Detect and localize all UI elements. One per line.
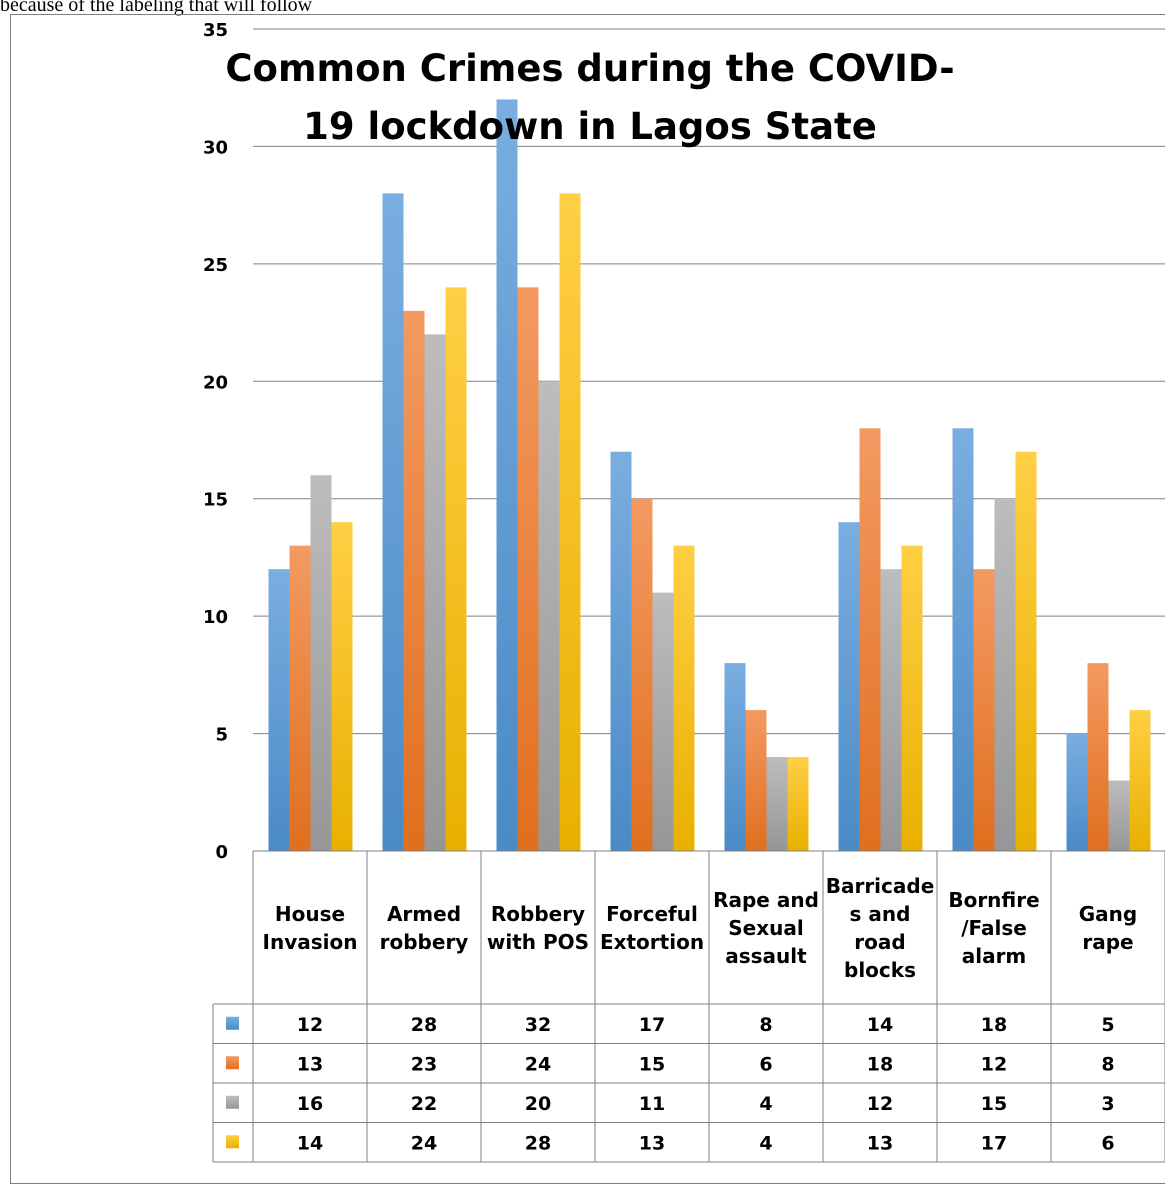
bar: [724, 663, 746, 851]
bar: [901, 545, 923, 851]
data-label: 14: [867, 1014, 893, 1036]
data-label: 32: [525, 1014, 551, 1036]
bar: [1066, 733, 1088, 851]
data-label: 13: [639, 1132, 665, 1154]
data-label: 12: [981, 1053, 1007, 1075]
x-tick-label: Armed robbery: [379, 901, 469, 954]
chart-title: Common Crimes during the COVID-19 lockdo…: [225, 47, 955, 148]
bar: [973, 569, 995, 851]
data-label: 24: [525, 1053, 551, 1075]
data-label: 28: [411, 1014, 437, 1036]
data-label: 13: [867, 1132, 893, 1154]
bar: [496, 99, 518, 851]
data-label: 13: [297, 1053, 323, 1075]
bar: [331, 522, 353, 851]
bar: [859, 428, 881, 851]
legend-key: [226, 1135, 239, 1149]
data-label: 18: [981, 1014, 1007, 1036]
data-label: 22: [411, 1093, 437, 1115]
legend-key: [226, 1016, 239, 1030]
data-label: 5: [1101, 1014, 1114, 1036]
x-tick-label: Robbery with POS: [486, 901, 590, 954]
y-tick-label: 5: [215, 725, 228, 746]
x-tick-label: Barricade s and road blocks: [825, 873, 935, 982]
data-table: 12 28 32 17 8 14 18 5 13 23 24 15 6 18 12 8 16 22 20 11 4 12 1…: [212, 850, 1165, 1163]
bar: [880, 569, 902, 851]
data-label: 18: [867, 1053, 893, 1075]
data-label: 24: [411, 1132, 437, 1154]
legend-key: [226, 1056, 239, 1070]
bar: [610, 451, 632, 851]
bar: [445, 287, 467, 851]
bar: [403, 310, 425, 851]
bar: [310, 475, 332, 851]
y-tick-label: 15: [203, 490, 228, 511]
data-label: 15: [981, 1093, 1007, 1115]
x-tick-label: House Invasion: [262, 901, 358, 954]
data-label: 8: [1101, 1053, 1114, 1075]
bar: [424, 334, 446, 851]
y-axis-ticks: 0 5 10 15 20 25 30 35: [203, 20, 228, 863]
data-label: 28: [525, 1132, 551, 1154]
data-label: 4: [759, 1093, 772, 1115]
x-tick-label: Bornfire/False alarm: [948, 887, 1040, 968]
data-label: 16: [297, 1093, 323, 1115]
y-tick-label: 25: [203, 255, 228, 276]
bar: [994, 498, 1016, 851]
bars: [268, 99, 1151, 851]
x-tick-label: Forceful Extortion: [599, 901, 705, 954]
data-label: 20: [525, 1093, 551, 1115]
y-tick-label: 10: [203, 607, 228, 628]
data-label: 6: [759, 1053, 772, 1075]
data-label: 3: [1101, 1093, 1114, 1115]
bar: [1087, 663, 1109, 851]
bar: [559, 193, 581, 851]
bar: [1015, 451, 1037, 851]
bar: [289, 545, 311, 851]
y-tick-label: 35: [203, 20, 228, 41]
x-tick-label: Gang rape: [1078, 901, 1138, 954]
legend-key: [226, 1095, 239, 1109]
data-label: 6: [1101, 1132, 1114, 1154]
bar: [673, 545, 695, 851]
data-label: 11: [639, 1093, 665, 1115]
y-tick-label: 0: [215, 842, 228, 863]
bar: [1129, 710, 1151, 851]
bar: [631, 498, 653, 851]
data-label: 12: [297, 1014, 323, 1036]
bar: [652, 592, 674, 851]
bar: [382, 193, 404, 851]
bar: [952, 428, 974, 851]
x-tick-label: Rape and Sexual assault: [713, 887, 819, 968]
y-tick-label: 30: [203, 137, 228, 158]
data-label: 4: [759, 1132, 772, 1154]
bar: [517, 287, 539, 851]
bar: [268, 569, 290, 851]
bar: [766, 757, 788, 851]
data-label: 12: [867, 1093, 893, 1115]
data-label: 17: [981, 1132, 1007, 1154]
data-label: 8: [759, 1014, 772, 1036]
bar: [787, 757, 809, 851]
bar: [745, 710, 767, 851]
data-label: 14: [297, 1132, 323, 1154]
data-label: 17: [639, 1014, 665, 1036]
top-caption: because of the labeling that will follow: [0, 0, 313, 16]
bar: [1108, 780, 1130, 851]
data-label: 23: [411, 1053, 437, 1075]
bar: [838, 522, 860, 851]
bar: [538, 381, 560, 851]
y-tick-label: 20: [203, 372, 228, 393]
data-label: 15: [639, 1053, 665, 1075]
